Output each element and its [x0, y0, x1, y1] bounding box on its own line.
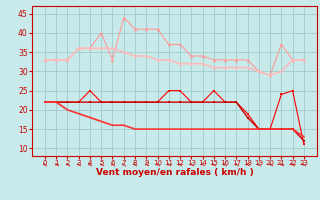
X-axis label: Vent moyen/en rafales ( km/h ): Vent moyen/en rafales ( km/h ): [96, 168, 253, 177]
Text: ←: ←: [210, 161, 217, 168]
Text: ←: ←: [177, 161, 184, 168]
Text: ←: ←: [289, 161, 296, 168]
Text: ←: ←: [199, 161, 206, 168]
Text: ←: ←: [154, 161, 161, 168]
Text: ←: ←: [278, 161, 285, 168]
Text: ←: ←: [109, 161, 116, 168]
Text: ←: ←: [86, 161, 93, 168]
Text: ←: ←: [41, 161, 48, 168]
Text: ←: ←: [98, 161, 105, 168]
Text: ←: ←: [255, 161, 262, 168]
Text: ←: ←: [244, 161, 251, 168]
Text: ←: ←: [165, 161, 172, 168]
Text: ←: ←: [188, 161, 195, 168]
Text: ←: ←: [132, 161, 139, 168]
Text: ←: ←: [221, 161, 228, 168]
Text: ←: ←: [233, 161, 240, 168]
Text: ←: ←: [143, 161, 150, 168]
Text: ←: ←: [75, 161, 82, 168]
Text: ←: ←: [300, 161, 308, 168]
Text: ←: ←: [120, 161, 127, 168]
Text: ←: ←: [64, 161, 71, 168]
Text: ←: ←: [53, 161, 60, 168]
Text: ←: ←: [267, 161, 274, 168]
